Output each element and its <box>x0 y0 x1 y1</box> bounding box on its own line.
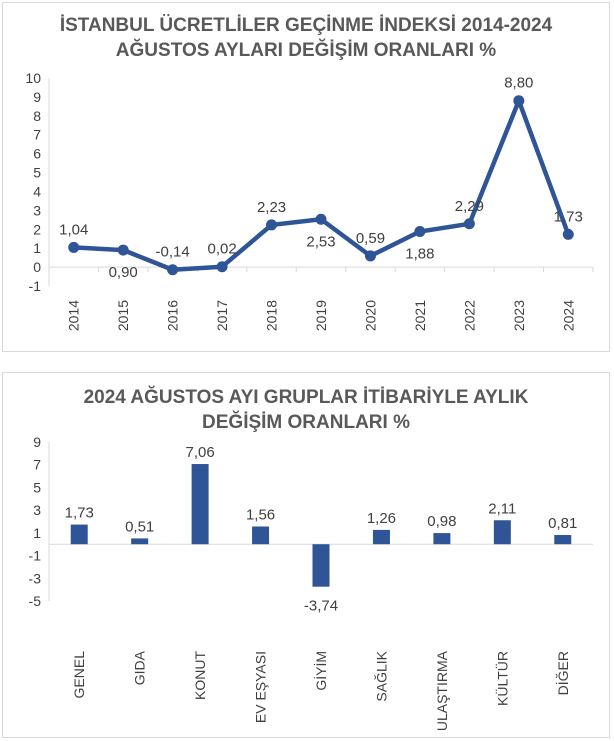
data-point <box>364 250 376 262</box>
data-label: 2,29 <box>455 198 484 215</box>
data-point <box>562 228 574 240</box>
data-point <box>68 241 80 253</box>
bar <box>312 544 330 587</box>
y-tick-label: 9 <box>33 89 41 105</box>
y-tick-label: 2 <box>33 221 41 237</box>
data-point <box>463 218 475 230</box>
y-tick-label: 5 <box>33 479 41 495</box>
x-tick-label: 2016 <box>165 300 181 331</box>
y-tick-label: 10 <box>25 70 41 86</box>
x-tick-label: 2020 <box>362 300 378 331</box>
line-chart-title-line-2: AĞUSTOS AYLARI DEĞİŞİM ORANLARI % <box>115 40 497 61</box>
data-label: 1,73 <box>65 505 94 522</box>
data-label: 7,06 <box>186 444 215 461</box>
data-label: 1,56 <box>246 506 275 523</box>
data-label: 0,90 <box>109 264 138 281</box>
x-tick-label: 2023 <box>511 300 527 331</box>
data-label: 0,98 <box>427 513 456 530</box>
y-tick-label: 6 <box>33 146 41 162</box>
data-label: -0,14 <box>156 244 190 261</box>
bar-chart-title: 2024 AĞUSTOS AYI GRUPLAR İTİBARİYLE AYLI… <box>3 385 609 435</box>
data-label: 1,04 <box>59 221 88 238</box>
x-tick-label: 2022 <box>461 300 477 331</box>
x-tick-label: KÜLTÜR <box>493 651 510 706</box>
y-tick-label: -3 <box>29 570 42 586</box>
x-tick-label: 2015 <box>115 300 131 331</box>
y-tick-label: 1 <box>33 525 41 541</box>
y-tick-label: 5 <box>33 165 41 181</box>
data-point <box>315 213 327 225</box>
data-point <box>414 226 426 238</box>
x-tick-label: 2024 <box>560 300 576 331</box>
y-tick-label: -5 <box>29 593 42 609</box>
y-tick-label: 3 <box>33 202 41 218</box>
bar <box>493 520 511 545</box>
data-label: 2,53 <box>306 233 335 250</box>
data-point <box>117 244 129 256</box>
data-label: 2,11 <box>488 500 516 517</box>
bar-chart-title-line-1: 2024 AĞUSTOS AYI GRUPLAR İTİBARİYLE AYLI… <box>83 387 529 408</box>
bar <box>252 526 270 545</box>
x-tick-label: GIDA <box>132 650 148 685</box>
bar-chart-title-line-2: DEĞİŞİM ORANLARI % <box>202 412 410 433</box>
x-tick-label: EV EŞYASI <box>253 651 269 723</box>
x-tick-label: 2019 <box>313 300 329 331</box>
bar-chart-plot: 9 7 5 3 1 -1 -3 -5 1,73 0,51 7,06 1,56 -3,74 1,26 0,98… <box>29 434 593 731</box>
line-chart-title: İSTANBUL ÜCRETLİLER GEÇİNME İNDEKSİ 2014… <box>3 13 609 63</box>
y-tick-label: -1 <box>29 278 42 294</box>
x-tick-label: ULAŞTIRMA <box>434 650 450 731</box>
data-point <box>216 261 228 273</box>
x-tick-label: GİYİM <box>312 651 329 691</box>
x-tick-label: 2021 <box>412 300 428 331</box>
y-tick-label: 3 <box>33 502 41 518</box>
data-label: 8,80 <box>504 75 533 92</box>
x-tick-label: 2018 <box>264 300 280 331</box>
x-tick-label: 2014 <box>66 300 82 331</box>
y-tick-label: 8 <box>33 108 41 124</box>
y-tick-label: 0 <box>33 259 41 275</box>
data-point <box>513 95 525 107</box>
x-tick-label: DİĞER <box>554 651 571 695</box>
line-chart-title-line-1: İSTANBUL ÜCRETLİLER GEÇİNME İNDEKSİ 2014… <box>59 15 553 36</box>
line-chart-panel: İSTANBUL ÜCRETLİLER GEÇİNME İNDEKSİ 2014… <box>2 2 610 352</box>
data-point <box>266 219 278 231</box>
x-tick-label: SAĞLIK <box>373 650 389 701</box>
data-label: 0,51 <box>125 518 154 535</box>
bar <box>70 524 88 545</box>
x-tick-label: KONUT <box>192 651 208 700</box>
x-tick-label: GENEL <box>71 651 87 699</box>
data-label: 1,26 <box>367 510 396 527</box>
bar <box>191 464 209 545</box>
data-point <box>167 264 179 276</box>
data-label: 0,02 <box>207 241 236 258</box>
y-tick-label: 7 <box>33 457 41 473</box>
bar <box>433 533 451 545</box>
bar <box>131 538 149 545</box>
data-label: 2,23 <box>257 199 286 216</box>
bar-chart-panel: 2024 AĞUSTOS AYI GRUPLAR İTİBARİYLE AYLI… <box>2 372 610 738</box>
y-tick-label: 9 <box>33 434 41 450</box>
bar <box>372 529 390 545</box>
y-tick-label: 4 <box>33 183 41 199</box>
data-label: 0,59 <box>356 230 385 247</box>
data-label: 1,88 <box>405 246 434 263</box>
data-label: -3,74 <box>304 598 338 615</box>
y-tick-label: -1 <box>29 548 42 564</box>
y-tick-label: 7 <box>33 127 41 143</box>
data-label: 0,81 <box>548 515 577 532</box>
bar <box>554 535 572 545</box>
x-tick-label: 2017 <box>214 300 230 331</box>
data-label: 1,73 <box>554 208 583 225</box>
y-tick-label: 1 <box>33 240 41 256</box>
